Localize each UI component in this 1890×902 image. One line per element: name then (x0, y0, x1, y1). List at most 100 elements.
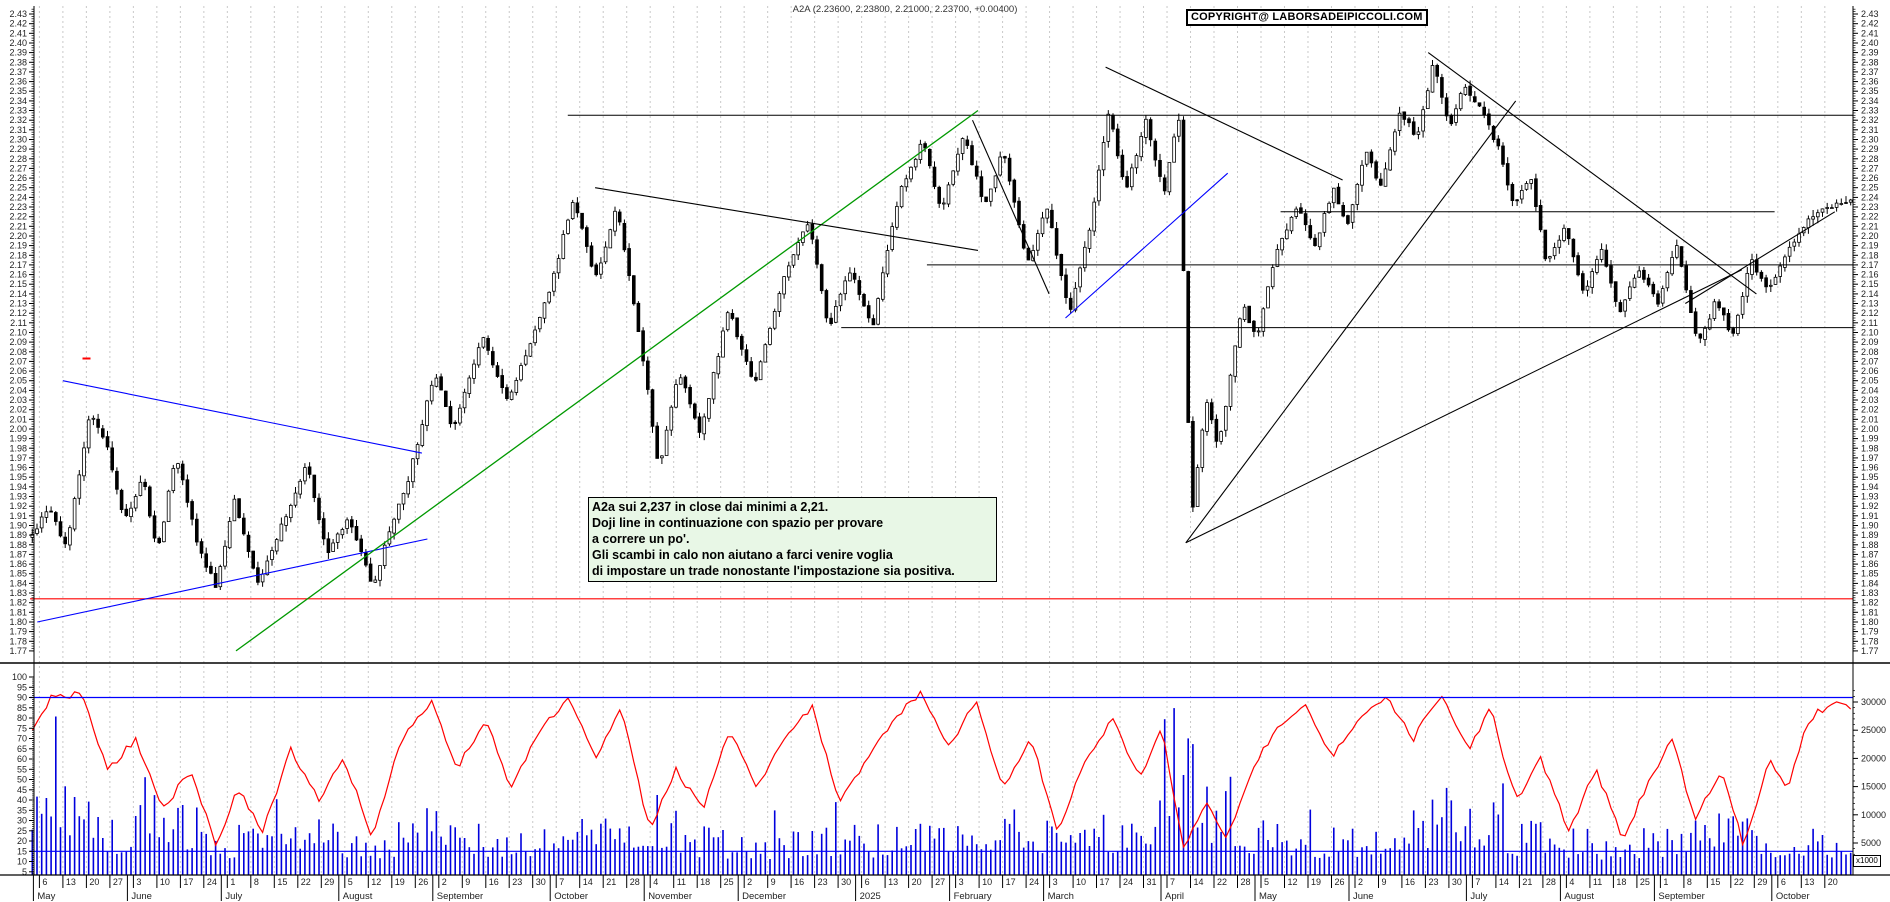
svg-text:15: 15 (17, 846, 27, 856)
svg-text:2.22: 2.22 (1861, 212, 1879, 222)
svg-text:2.00: 2.00 (1861, 424, 1879, 434)
svg-text:2.15: 2.15 (1861, 279, 1879, 289)
trend-lines (37, 52, 1836, 652)
svg-text:1.87: 1.87 (9, 549, 27, 559)
volume-bars (31, 708, 1852, 875)
svg-text:2.05: 2.05 (9, 376, 27, 386)
copyright-badge: COPYRIGHT@ LABORSADEIPICCOLI.COM (1186, 9, 1428, 26)
svg-text:1.89: 1.89 (9, 530, 27, 540)
svg-text:1.94: 1.94 (9, 482, 27, 492)
svg-text:8: 8 (254, 877, 259, 887)
svg-text:21: 21 (606, 877, 616, 887)
svg-text:1.96: 1.96 (1861, 463, 1879, 473)
svg-text:20: 20 (1828, 877, 1838, 887)
svg-text:2.25: 2.25 (9, 183, 27, 193)
svg-text:1: 1 (230, 877, 235, 887)
price-axis-left: 1.771.781.791.801.811.821.831.841.851.86… (9, 8, 34, 656)
svg-text:2: 2 (442, 877, 447, 887)
svg-text:1.83: 1.83 (1861, 588, 1879, 598)
svg-text:85: 85 (17, 703, 27, 713)
svg-text:1.89: 1.89 (1861, 530, 1879, 540)
svg-text:27: 27 (935, 877, 945, 887)
svg-text:1.98: 1.98 (9, 443, 27, 453)
svg-text:December: December (742, 891, 786, 902)
svg-text:10: 10 (160, 877, 170, 887)
svg-text:17: 17 (1006, 877, 1016, 887)
svg-text:2.01: 2.01 (9, 414, 27, 424)
svg-text:6: 6 (42, 877, 47, 887)
svg-text:2.19: 2.19 (9, 241, 27, 251)
svg-text:1.78: 1.78 (9, 636, 27, 646)
svg-text:19: 19 (1311, 877, 1321, 887)
svg-text:27: 27 (113, 877, 123, 887)
svg-text:16: 16 (1405, 877, 1415, 887)
svg-text:2.29: 2.29 (9, 144, 27, 154)
svg-text:12: 12 (1287, 877, 1297, 887)
svg-text:2.16: 2.16 (9, 270, 27, 280)
svg-text:8: 8 (1687, 877, 1692, 887)
svg-text:1: 1 (1663, 877, 1668, 887)
volume-unit-note: x1000 (1853, 855, 1881, 867)
svg-text:1.93: 1.93 (9, 492, 27, 502)
svg-text:2: 2 (747, 877, 752, 887)
svg-text:2.17: 2.17 (9, 260, 27, 270)
svg-text:6: 6 (1781, 877, 1786, 887)
svg-text:23: 23 (1428, 877, 1438, 887)
svg-text:22: 22 (1734, 877, 1744, 887)
svg-text:1.81: 1.81 (9, 607, 27, 617)
svg-text:25: 25 (724, 877, 734, 887)
svg-text:1.78: 1.78 (1861, 636, 1879, 646)
svg-text:2.31: 2.31 (9, 125, 27, 135)
svg-text:2.02: 2.02 (9, 405, 27, 415)
svg-text:30: 30 (17, 816, 27, 826)
svg-text:2.43: 2.43 (9, 9, 27, 19)
svg-text:2.10: 2.10 (1861, 327, 1879, 337)
svg-text:October: October (1776, 891, 1810, 902)
svg-text:2.33: 2.33 (9, 106, 27, 116)
svg-text:1.79: 1.79 (9, 627, 27, 637)
svg-text:November: November (648, 891, 692, 902)
svg-text:2.06: 2.06 (9, 366, 27, 376)
svg-text:21: 21 (1522, 877, 1532, 887)
svg-text:15: 15 (1710, 877, 1720, 887)
svg-text:1.77: 1.77 (1861, 646, 1879, 656)
svg-text:17: 17 (183, 877, 193, 887)
svg-text:1.82: 1.82 (1861, 598, 1879, 608)
svg-text:1.91: 1.91 (9, 511, 27, 521)
threshold-lines (30, 696, 1853, 852)
svg-text:2.01: 2.01 (1861, 414, 1879, 424)
svg-text:2.02: 2.02 (1861, 405, 1879, 415)
svg-text:2.34: 2.34 (1861, 96, 1879, 106)
svg-text:2.12: 2.12 (9, 308, 27, 318)
svg-text:10000: 10000 (1861, 810, 1886, 820)
svg-text:2.26: 2.26 (9, 173, 27, 183)
svg-text:October: October (554, 891, 588, 902)
svg-text:2.21: 2.21 (1861, 221, 1879, 231)
svg-text:2.16: 2.16 (1861, 270, 1879, 280)
svg-text:2.32: 2.32 (9, 115, 27, 125)
svg-text:35: 35 (17, 805, 27, 815)
svg-text:90: 90 (17, 693, 27, 703)
svg-text:6: 6 (865, 877, 870, 887)
svg-text:2.05: 2.05 (1861, 376, 1879, 386)
svg-text:2.28: 2.28 (1861, 154, 1879, 164)
svg-text:September: September (1658, 891, 1704, 902)
svg-text:29: 29 (324, 877, 334, 887)
svg-text:2.15: 2.15 (9, 279, 27, 289)
svg-text:5000: 5000 (1861, 838, 1881, 848)
svg-text:1.85: 1.85 (9, 569, 27, 579)
svg-text:2.04: 2.04 (9, 385, 27, 395)
svg-text:7: 7 (1170, 877, 1175, 887)
svg-text:28: 28 (1241, 877, 1251, 887)
svg-text:30: 30 (1452, 877, 1462, 887)
annotation-line: A2a sui 2,237 in close dai minimi a 2,21… (592, 500, 829, 514)
price-axis-right: 1.771.781.791.801.811.821.831.841.851.86… (1853, 8, 1879, 656)
svg-text:26: 26 (418, 877, 428, 887)
svg-text:2.21: 2.21 (9, 221, 27, 231)
svg-text:3: 3 (136, 877, 141, 887)
svg-text:14: 14 (583, 877, 593, 887)
svg-text:10: 10 (1076, 877, 1086, 887)
svg-text:28: 28 (1546, 877, 1556, 887)
